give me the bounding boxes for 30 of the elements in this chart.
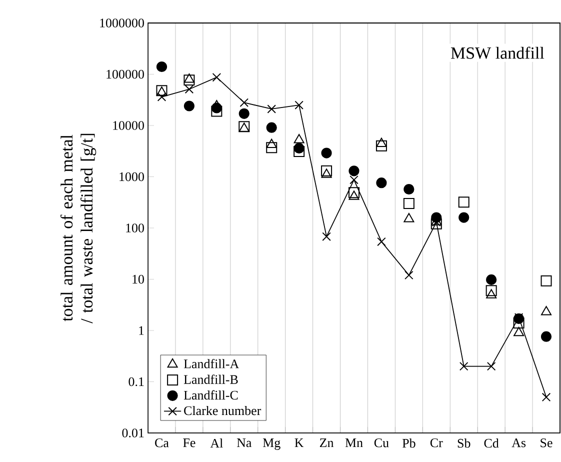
x-tick-label: K (294, 438, 304, 448)
y-tick-label: 1000 (120, 172, 144, 182)
x-tick-label: Mn (345, 438, 363, 448)
x-tick-label: Cr (430, 438, 443, 448)
x-tick-label: Ca (155, 438, 169, 448)
y-tick-label: 1 (139, 326, 144, 335)
legend-label: Landfill-C (184, 390, 238, 400)
y-tick-label: 10 (132, 274, 144, 284)
y-axis-title: total amount of each metal / total waste landfilled [g/t] (60, 134, 96, 324)
legend-label: Clarke number (184, 406, 262, 416)
y-tick-label: 0.01 (122, 428, 144, 438)
x-tick-label: Pb (402, 438, 416, 448)
x-tick-label: Cu (374, 438, 389, 448)
x-tick-label: Mg (262, 438, 280, 450)
y-tick-label: 100 (126, 224, 144, 232)
y-tick-label: 1000000 (100, 18, 144, 28)
y-tick-label: 100000 (106, 70, 144, 79)
x-tick-label: Na (236, 438, 252, 448)
legend-label: Landfill-A (184, 359, 240, 368)
x-tick-label: Sb (458, 438, 470, 448)
x-tick-label: Fe (183, 438, 196, 448)
y-tick-label: 0.1 (128, 377, 144, 386)
y-tick-label: 10000 (113, 121, 144, 130)
legend-label: Landfill-B (184, 374, 238, 384)
x-tick-label: Zn (320, 438, 334, 448)
x-tick-label: Se (540, 438, 552, 448)
annotation: MSW landfill (450, 46, 544, 59)
x-tick-label: As (512, 438, 526, 448)
x-tick-label: Al (210, 438, 223, 448)
x-tick-label: Cd (484, 438, 499, 448)
